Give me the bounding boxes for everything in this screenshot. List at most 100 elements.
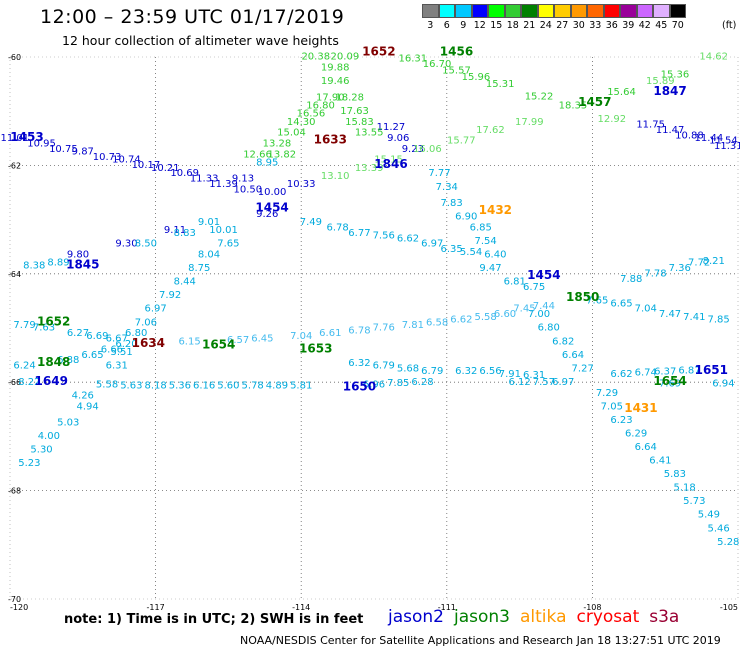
scale-label: 15 <box>490 20 503 31</box>
swh-value: 6.80 <box>125 328 147 339</box>
swh-value: 11.01 <box>1 133 30 144</box>
swh-value: 6.88 <box>57 355 79 366</box>
scale-label: 39 <box>622 20 635 31</box>
swh-value: 16.31 <box>399 53 428 64</box>
swh-value: 7.54 <box>474 236 496 247</box>
swh-value: 13.82 <box>267 149 296 160</box>
satellite-altika: altika <box>520 607 567 627</box>
swh-value: 10.33 <box>287 179 316 190</box>
units-note: note: 1) Time is in UTC; 2) SWH is in fe… <box>64 612 364 627</box>
scale-swatch <box>455 4 472 18</box>
scale-label: 27 <box>556 20 569 31</box>
pass-time-label: 1453 <box>10 130 43 144</box>
swh-value: 15.64 <box>607 87 636 98</box>
pass-time-label: 1654 <box>202 338 235 352</box>
swh-value: 7.36 <box>669 263 691 274</box>
swh-value: 11.39 <box>209 179 238 190</box>
swh-value: 5.83 <box>664 469 686 480</box>
scale-label: 30 <box>572 20 585 31</box>
scale-label: 21 <box>523 20 536 31</box>
map-frame <box>9 56 739 600</box>
scale-swatch <box>504 4 521 18</box>
swh-value: 10.50 <box>233 185 262 196</box>
swh-value: 6.31 <box>523 370 545 381</box>
scale-swatch <box>636 4 653 18</box>
swh-value: 14.62 <box>699 52 728 63</box>
swh-value: 6.67 <box>106 334 128 345</box>
swh-value: 4.26 <box>72 390 94 401</box>
scale-swatch <box>488 4 505 18</box>
swh-value: 11.47 <box>656 125 685 136</box>
swh-value: 6.64 <box>635 442 657 453</box>
swh-value: 5.58 <box>474 312 496 323</box>
swh-value: 7.44 <box>533 301 555 312</box>
swh-value: 7.85 <box>387 378 409 389</box>
swh-value: 6.40 <box>484 250 506 261</box>
swh-value: 10.01 <box>209 225 238 236</box>
pass-time-label: 1653 <box>299 341 332 355</box>
swh-value: 7.41 <box>683 312 705 323</box>
swh-value: 16.70 <box>423 59 452 70</box>
pass-time-label: 1634 <box>132 336 165 350</box>
swh-value: 6.69 <box>86 331 108 342</box>
lon-tick-label: -114 <box>292 603 310 612</box>
swh-value: 7.91 <box>499 369 521 380</box>
swh-value: 5.49 <box>698 510 720 521</box>
swh-value: 5.18 <box>673 483 695 494</box>
swh-value: 6.45 <box>251 334 273 345</box>
swh-value: 6.94 <box>712 379 734 390</box>
swh-value: 7.57 <box>533 377 555 388</box>
swh-value: 6.78 <box>326 222 348 233</box>
swh-value: 8.18 <box>144 381 166 392</box>
swh-value: 8.04 <box>198 250 220 261</box>
swh-value: 13.55 <box>355 128 384 139</box>
scale-swatch <box>669 4 686 18</box>
swh-value: 4.89 <box>266 381 288 392</box>
swh-value: 11.31 <box>714 141 740 152</box>
swh-value: 7.00 <box>528 309 550 320</box>
swh-value: 13.28 <box>263 138 292 149</box>
swh-value: 8.21 <box>703 256 725 267</box>
satellite-cryosat: cryosat <box>576 607 640 627</box>
swh-value: 20.09 <box>331 52 360 63</box>
swh-value: 7.27 <box>572 363 594 374</box>
swh-value: 9.11 <box>164 225 186 236</box>
scale-label: 3 <box>427 20 434 31</box>
swh-value: 6.23 <box>610 415 632 426</box>
swh-value: 5.60 <box>217 381 239 392</box>
lat-tick-label: -66 <box>8 378 21 387</box>
swh-value: 6.57 <box>227 335 249 346</box>
scale-swatch <box>422 4 439 18</box>
pass-time-label: 1847 <box>653 84 686 98</box>
swh-value: 10.21 <box>151 163 180 174</box>
swh-value: 6.58 <box>426 317 448 328</box>
swh-value: 11.54 <box>709 136 738 147</box>
swh-value: 10.95 <box>27 138 56 149</box>
swh-value: 6.41 <box>649 456 671 467</box>
swh-value: 6.97 <box>421 239 443 250</box>
swh-value: 7.49 <box>300 217 322 228</box>
swh-value: 6.79 <box>421 366 443 377</box>
swh-value: 17.63 <box>340 106 369 117</box>
swh-value: 7.69 <box>659 379 681 390</box>
swh-value: 6.64 <box>562 350 584 361</box>
scale-label: 12 <box>473 20 486 31</box>
swh-value: 4.00 <box>38 431 60 442</box>
swh-value: 5.23 <box>18 458 40 469</box>
pass-time-label: 1848 <box>37 355 70 369</box>
swh-value: 8.75 <box>188 263 210 274</box>
swh-value: 6.31 <box>106 361 128 372</box>
swh-value: 7.65 <box>586 296 608 307</box>
swh-value: 15.57 <box>442 65 471 76</box>
swh-value: 17.99 <box>515 117 544 128</box>
swh-value: 10.17 <box>132 160 161 171</box>
swh-value: 7.72 <box>688 258 710 269</box>
swh-value: 11.44 <box>695 133 724 144</box>
pass-time-label: 1652 <box>37 314 70 328</box>
swh-value: 6.80 <box>538 323 560 334</box>
swh-value: 5.58 <box>96 380 118 391</box>
swh-value: 6.60 <box>494 309 516 320</box>
scale-swatch <box>620 4 637 18</box>
pass-time-label: 1650 <box>343 379 376 393</box>
